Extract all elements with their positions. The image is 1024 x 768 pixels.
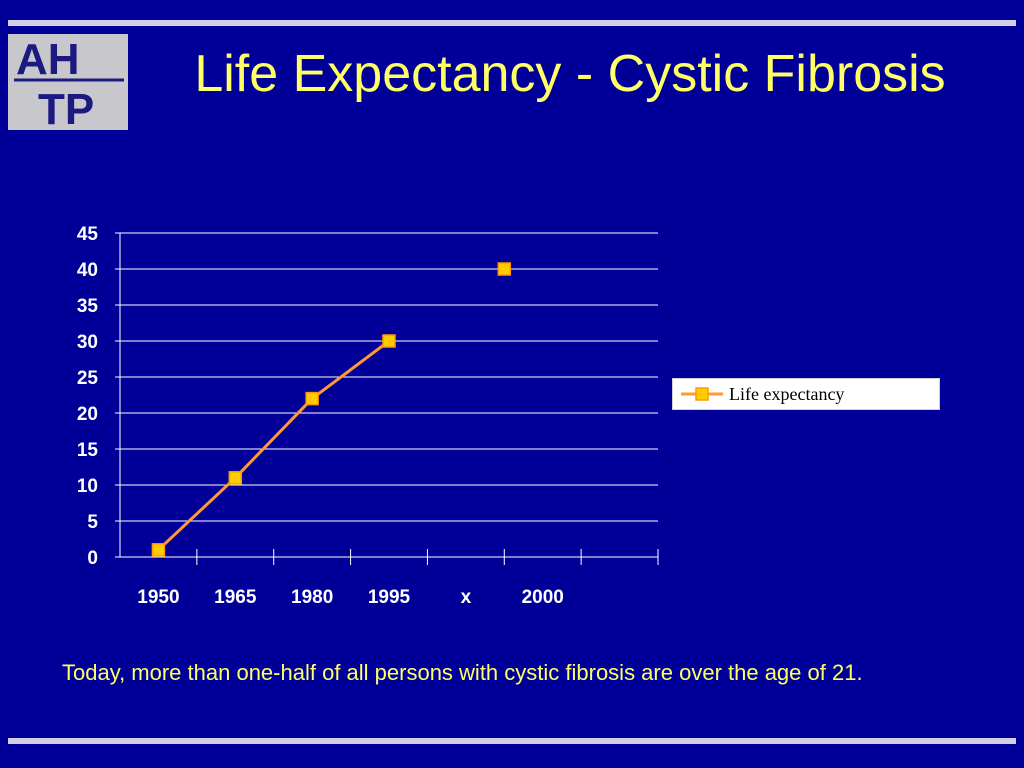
series-line-segment — [157, 476, 237, 551]
logo-top-text: AH — [16, 35, 80, 84]
x-tick-label: 1965 — [214, 587, 257, 608]
data-point-marker — [382, 334, 396, 348]
y-tick-label: 40 — [77, 260, 98, 281]
y-tick-label: 35 — [77, 296, 99, 317]
y-tick-label: 10 — [77, 476, 98, 497]
y-tick-label: 20 — [77, 404, 98, 425]
y-tick-label: 15 — [77, 440, 99, 461]
top-rule — [8, 20, 1016, 26]
x-tick-label: x — [461, 587, 472, 608]
data-point-marker — [151, 543, 166, 557]
chart-legend: Life expectancy — [672, 378, 940, 410]
ahtp-logo: AH TP — [8, 34, 128, 130]
logo-bottom-text: TP — [38, 85, 94, 130]
y-tick-label: 0 — [87, 548, 98, 569]
legend-swatch-icon — [681, 387, 723, 401]
y-tick-label: 25 — [77, 368, 99, 389]
y-tick-label: 5 — [87, 512, 98, 533]
slide-caption: Today, more than one-half of all persons… — [62, 660, 863, 685]
x-tick-label: 1950 — [137, 587, 179, 608]
legend-label: Life expectancy — [729, 383, 845, 404]
data-point-marker — [228, 471, 243, 485]
series-line-segment — [234, 397, 314, 479]
slide-title: Life Expectancy - Cystic Fibrosis — [194, 45, 946, 103]
x-tick-label: 1980 — [291, 587, 333, 608]
y-tick-label: 30 — [77, 332, 98, 353]
bottom-rule — [8, 738, 1016, 744]
line-chart: 0 5 10 15 20 25 30 35 40 45 1950 1965 1980 1995 x 2000 — [77, 224, 659, 608]
x-tick-label: 2000 — [522, 587, 564, 608]
data-point-marker — [305, 391, 319, 406]
data-point-marker — [497, 262, 512, 276]
y-tick-label: 45 — [77, 224, 99, 245]
series-line-segment — [311, 339, 390, 400]
x-tick-label: 1995 — [368, 587, 411, 608]
